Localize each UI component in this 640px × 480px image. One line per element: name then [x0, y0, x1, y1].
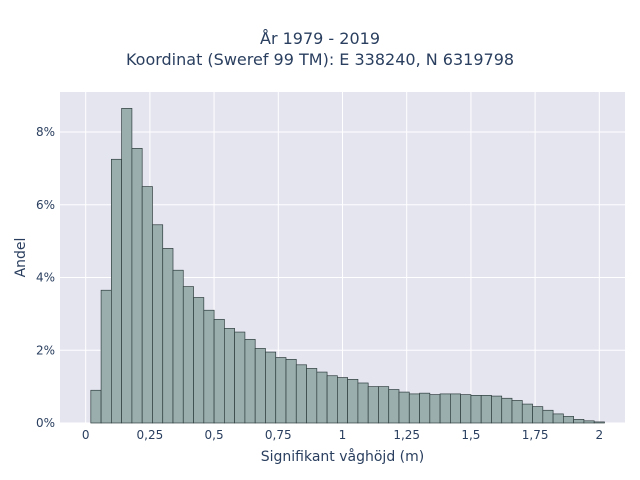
histogram-bar	[193, 297, 205, 424]
x-tick-label: 2	[595, 428, 603, 442]
histogram-bar	[532, 406, 544, 424]
histogram-bar	[254, 348, 266, 424]
histogram-bar	[583, 420, 595, 424]
y-axis-ticks: 0% 2% 4% 6% 8%	[36, 125, 55, 430]
histogram-bar	[182, 286, 194, 424]
histogram-bar	[521, 403, 533, 424]
histogram-bar	[573, 419, 585, 424]
x-tick-label: 1	[339, 428, 347, 442]
x-tick-label: 0,25	[137, 428, 164, 442]
x-tick-label: 1,75	[522, 428, 549, 442]
histogram-bar	[511, 400, 523, 424]
histogram-bar	[419, 392, 431, 424]
histogram-bar	[347, 379, 359, 424]
x-tick-label: 1,5	[461, 428, 480, 442]
histogram-bar	[480, 395, 492, 424]
histogram-bar	[121, 108, 133, 424]
histogram-bar	[213, 318, 225, 424]
histogram-bar	[152, 224, 164, 424]
x-tick-label: 0,75	[265, 428, 292, 442]
y-tick-label: 4%	[36, 271, 55, 285]
histogram-bar	[367, 386, 379, 424]
histogram-bar	[131, 148, 143, 424]
histogram-bar	[542, 409, 554, 424]
histogram-bar	[141, 186, 153, 424]
histogram-bar	[172, 269, 184, 424]
histogram-bar	[295, 364, 307, 424]
histogram-bar	[285, 358, 297, 424]
histogram-bar	[552, 413, 564, 424]
histogram-bar	[337, 377, 348, 424]
histogram-bar	[306, 368, 318, 424]
histogram-bar	[450, 393, 461, 424]
histogram-bar	[398, 391, 410, 424]
histogram-bar	[90, 389, 102, 424]
histogram-bar	[316, 371, 328, 424]
histogram-bar	[234, 331, 246, 424]
y-tick-label: 0%	[36, 416, 55, 430]
histogram-bar	[224, 328, 235, 424]
histogram-bars	[90, 108, 605, 424]
histogram-bar	[244, 338, 256, 424]
histogram-bar	[470, 395, 482, 424]
y-tick-label: 8%	[36, 125, 55, 139]
y-tick-label: 6%	[36, 198, 55, 212]
histogram-bar	[388, 389, 400, 424]
histogram-bar	[563, 416, 574, 424]
x-axis-label: Signifikant våghöjd (m)	[261, 448, 424, 465]
chart-title-line1: År 1979 - 2019	[260, 29, 380, 48]
histogram-bar	[203, 309, 215, 424]
x-tick-label: 1,25	[393, 428, 420, 442]
y-axis-label: Andel	[13, 238, 29, 278]
histogram-bar	[491, 395, 503, 424]
histogram-bar	[593, 421, 605, 424]
histogram-bar	[378, 386, 390, 424]
histogram-bar	[162, 248, 174, 424]
y-tick-label: 2%	[36, 343, 55, 357]
histogram-bar	[357, 382, 369, 424]
histogram-bar	[275, 357, 287, 424]
histogram-bar	[501, 397, 513, 424]
x-axis-ticks: 0 0,25 0,5 0,75 1 1,25 1,5 1,75 2	[82, 428, 603, 442]
histogram-bar	[111, 158, 122, 424]
x-tick-label: 0	[82, 428, 90, 442]
histogram-bar	[326, 375, 338, 424]
histogram-bar	[265, 351, 277, 424]
histogram-bar	[408, 393, 420, 424]
histogram-bar	[439, 393, 451, 424]
histogram-bar	[429, 394, 441, 424]
chart-title-line2: Koordinat (Sweref 99 TM): E 338240, N 63…	[125, 50, 515, 69]
x-tick-label: 0,5	[205, 428, 224, 442]
histogram-bar	[100, 289, 112, 424]
histogram-bar	[460, 394, 472, 424]
